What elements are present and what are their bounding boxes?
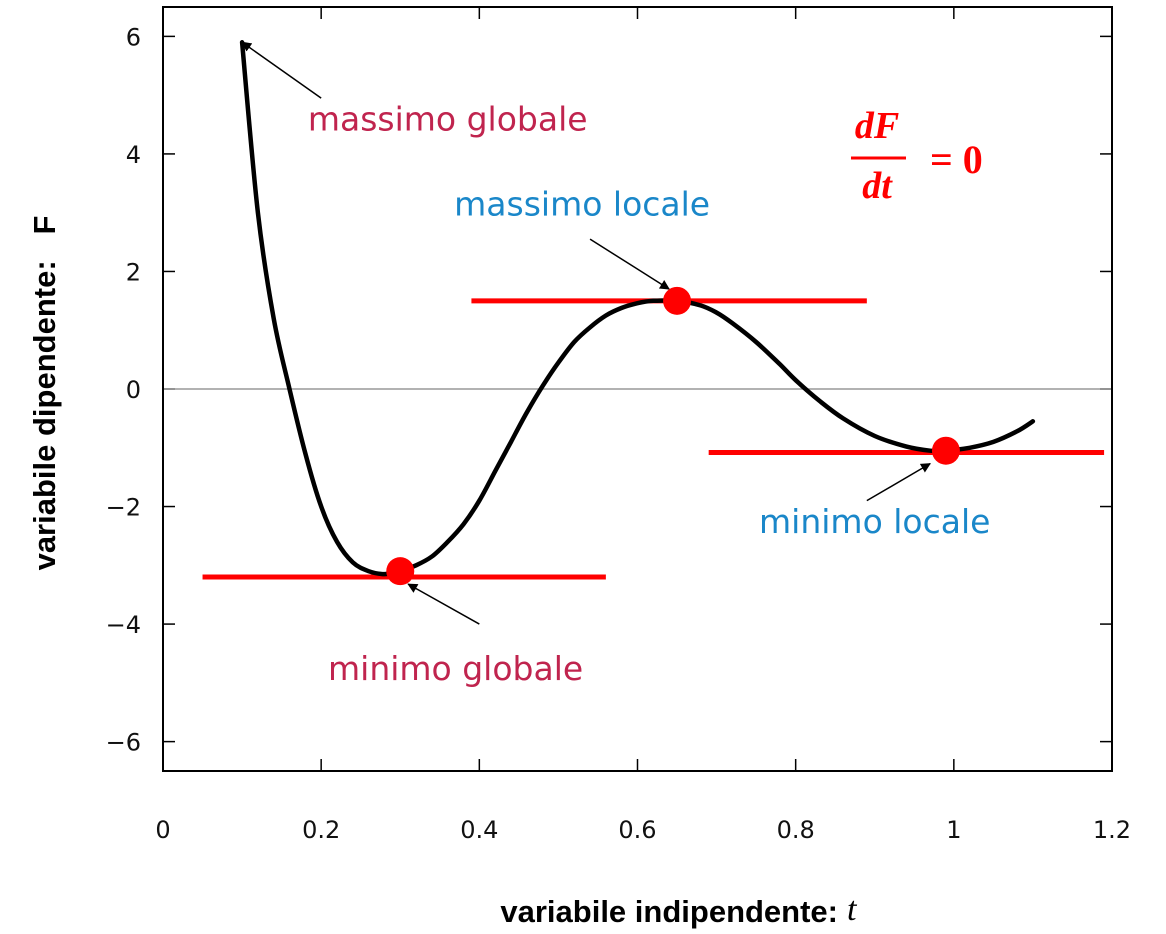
formula-numerator: dF [855,105,899,147]
annotation-arrow [407,583,480,625]
x-tick-label: 0.4 [460,816,498,844]
y-tick-label: 0 [126,376,141,404]
y-tick-label: 4 [126,141,141,169]
y-axis-title: variabile dipendente: F [27,216,62,571]
y-tick-label: −4 [106,611,141,639]
critical-point-markers [386,286,960,586]
x-tick-label: 1.2 [1093,816,1131,844]
x-tick-label: 0.6 [618,816,656,844]
x-tick-label: 0.8 [777,816,815,844]
x-tick-label: 1 [946,816,961,844]
critical-point-marker [663,286,692,315]
critical-point-marker [386,557,415,586]
annotation-arrow [241,41,322,99]
x-tick-label: 0.2 [302,816,340,844]
y-tick-label: 2 [126,258,141,286]
x-tick-labels: 0 0.2 0.4 0.6 0.8 1 1.2 [155,816,1131,844]
annotation-labels: massimo globale massimo locale minimo lo… [308,99,991,687]
critical-point-marker [931,436,960,465]
x-axis-title: variabile indipendente: [500,894,838,929]
y-tick-labels: 6 4 2 0 −2 −4 −6 [106,23,141,756]
label-minimo-globale: minimo globale [328,649,583,688]
x-tick-label: 0 [155,816,170,844]
formula-denominator: dt [862,165,893,207]
label-minimo-locale: minimo locale [759,502,990,541]
label-massimo-locale: massimo locale [454,185,710,224]
y-tick-label: −2 [106,494,141,522]
annotation-arrow [866,462,931,502]
x-axis-variable: t [847,891,858,928]
y-tick-label: 6 [126,23,141,51]
plot-frame [162,6,1113,772]
y-tick-label: −6 [106,729,141,757]
function-curve [239,40,1036,577]
label-massimo-globale: massimo globale [308,99,588,138]
derivative-formula: dF dt = 0 [851,105,983,207]
annotation-arrows [241,41,931,625]
annotation-arrow [589,238,670,290]
formula-rhs: = 0 [930,137,983,182]
